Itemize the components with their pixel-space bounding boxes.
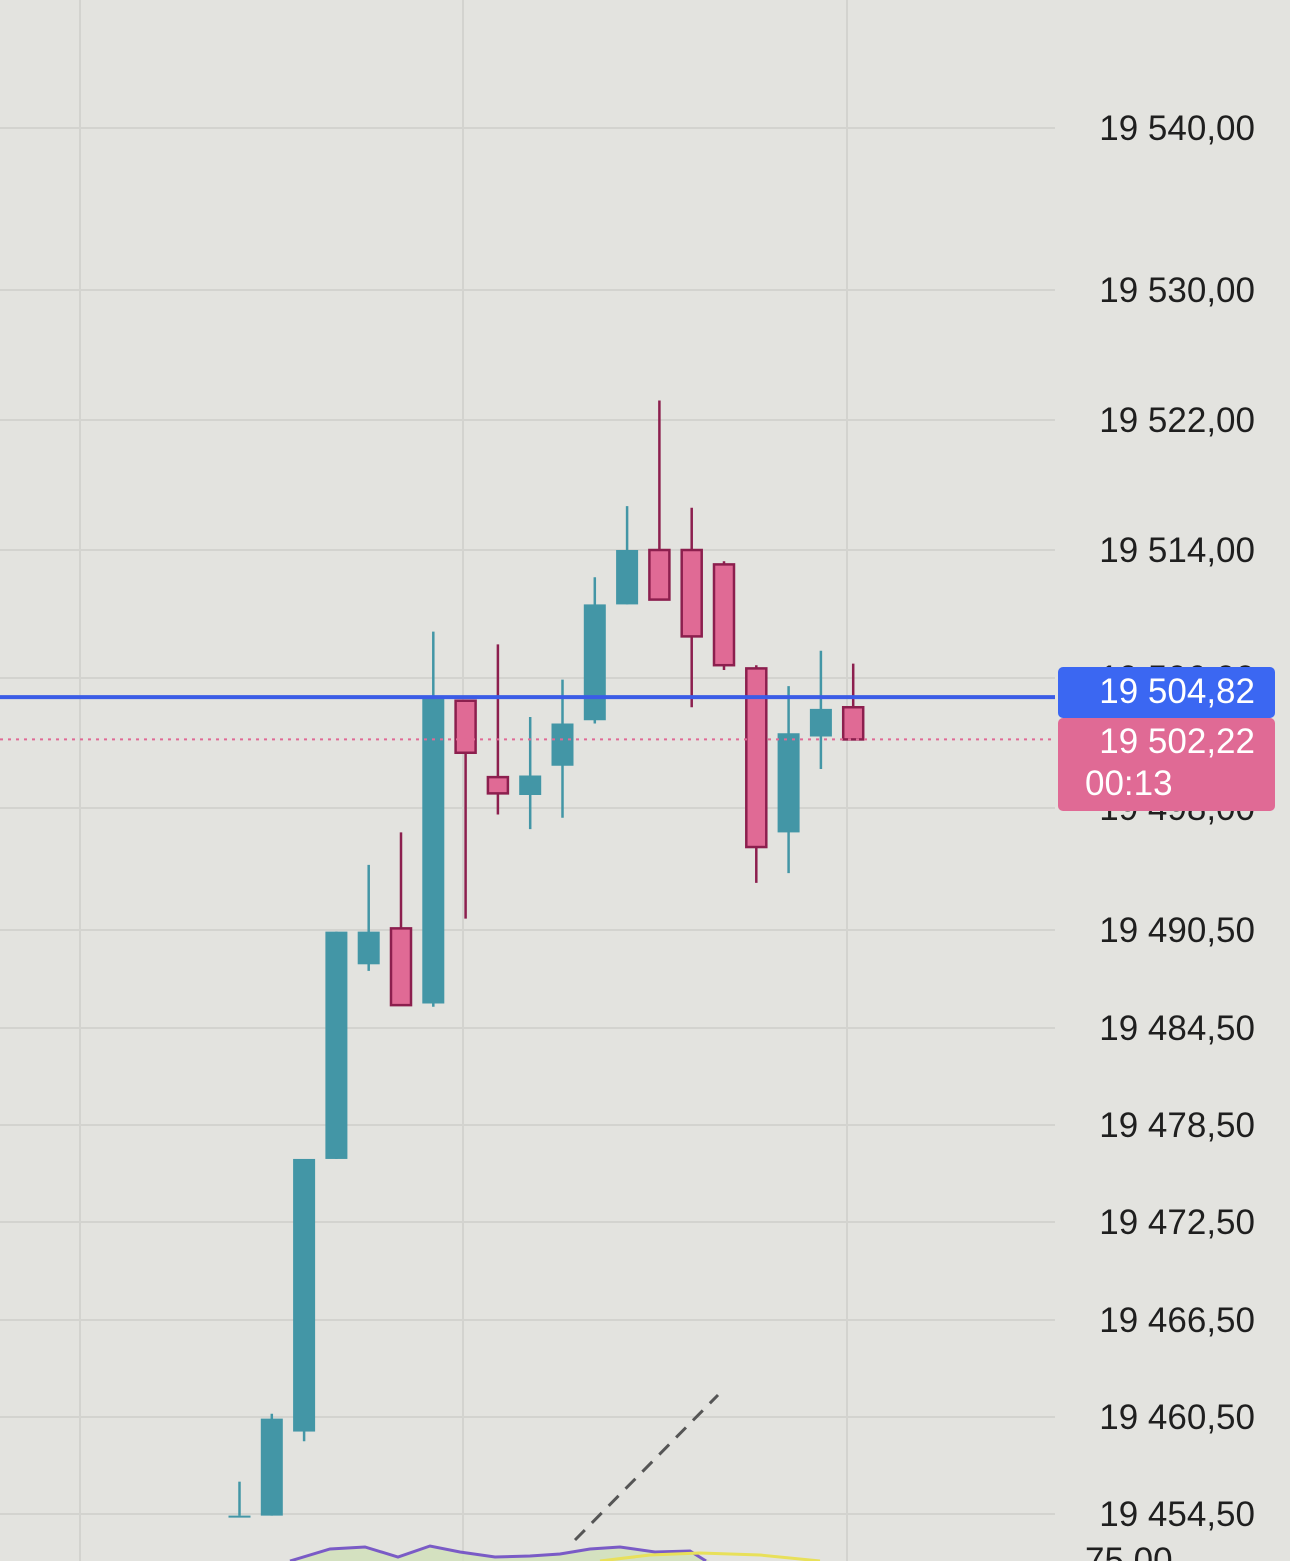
candle-body xyxy=(357,931,380,965)
candle-body xyxy=(454,699,477,754)
candle-body xyxy=(680,548,703,638)
candle[interactable] xyxy=(712,561,736,670)
candle[interactable] xyxy=(293,1158,316,1442)
blue-tag-bg xyxy=(1058,667,1275,718)
candle-body xyxy=(809,708,832,737)
pink-tag-bg xyxy=(1058,718,1275,811)
overlays-layer xyxy=(0,695,1055,1542)
price-tick-label: 19 454,50 xyxy=(1099,1495,1255,1534)
dashed-trend-line[interactable] xyxy=(573,1393,720,1542)
candle[interactable] xyxy=(680,507,703,708)
indicator-pane xyxy=(289,1544,821,1561)
candle[interactable] xyxy=(519,717,542,830)
candle[interactable] xyxy=(551,679,574,818)
candle[interactable] xyxy=(454,699,477,919)
candle-body xyxy=(389,927,413,1007)
candle-body xyxy=(616,550,639,605)
candle-body xyxy=(228,1515,251,1518)
last-price-text: 19 502,22 xyxy=(1099,722,1255,761)
candle[interactable] xyxy=(777,686,800,874)
candle-body xyxy=(551,723,574,766)
price-tick-label: 19 522,00 xyxy=(1099,401,1255,440)
candle[interactable] xyxy=(325,931,348,1159)
price-tick-label: 19 540,00 xyxy=(1099,109,1255,148)
candle-body xyxy=(648,548,671,601)
candles-layer xyxy=(228,400,865,1518)
candle-body xyxy=(293,1158,316,1432)
candle[interactable] xyxy=(389,832,413,1007)
price-tick-label: 19 530,00 xyxy=(1099,271,1255,310)
chart-grid xyxy=(0,0,1055,1561)
candle[interactable] xyxy=(357,864,380,971)
indicator-axis-label: 75,00 xyxy=(1085,1541,1173,1561)
indicator-yellow-line xyxy=(599,1551,821,1561)
price-tick-label: 19 460,50 xyxy=(1099,1398,1255,1437)
indicator-purple-line xyxy=(289,1544,707,1561)
candle[interactable] xyxy=(260,1413,283,1516)
price-tick-label: 19 490,50 xyxy=(1099,911,1255,950)
candle[interactable] xyxy=(422,631,445,1007)
candle-body xyxy=(841,706,865,741)
candle-body xyxy=(486,775,510,795)
candle-body xyxy=(777,733,800,833)
candle[interactable] xyxy=(841,663,865,741)
price-tick-label: 19 466,50 xyxy=(1099,1301,1255,1340)
horizontal-line-price-tag: 19 504,82 xyxy=(1058,667,1275,718)
price-tick-label: 19 484,50 xyxy=(1099,1009,1255,1048)
candle-body xyxy=(260,1418,283,1516)
candle-body xyxy=(519,775,542,795)
countdown-text: 00:13 xyxy=(1085,764,1173,803)
candle-body xyxy=(745,667,768,849)
blue-tag-text: 19 504,82 xyxy=(1099,672,1255,711)
candle[interactable] xyxy=(809,650,832,769)
candle[interactable] xyxy=(486,644,510,815)
candle[interactable] xyxy=(616,506,639,605)
candle[interactable] xyxy=(228,1481,251,1518)
candle-body xyxy=(422,697,445,1004)
price-tick-label: 19 514,00 xyxy=(1099,531,1255,570)
candle-body xyxy=(325,931,348,1159)
candle[interactable] xyxy=(648,400,671,601)
candle[interactable] xyxy=(745,665,768,883)
price-tick-label: 19 478,50 xyxy=(1099,1106,1255,1145)
candle-body xyxy=(712,563,736,667)
candle-body xyxy=(583,604,606,721)
price-tick-label: 19 472,50 xyxy=(1099,1203,1255,1242)
